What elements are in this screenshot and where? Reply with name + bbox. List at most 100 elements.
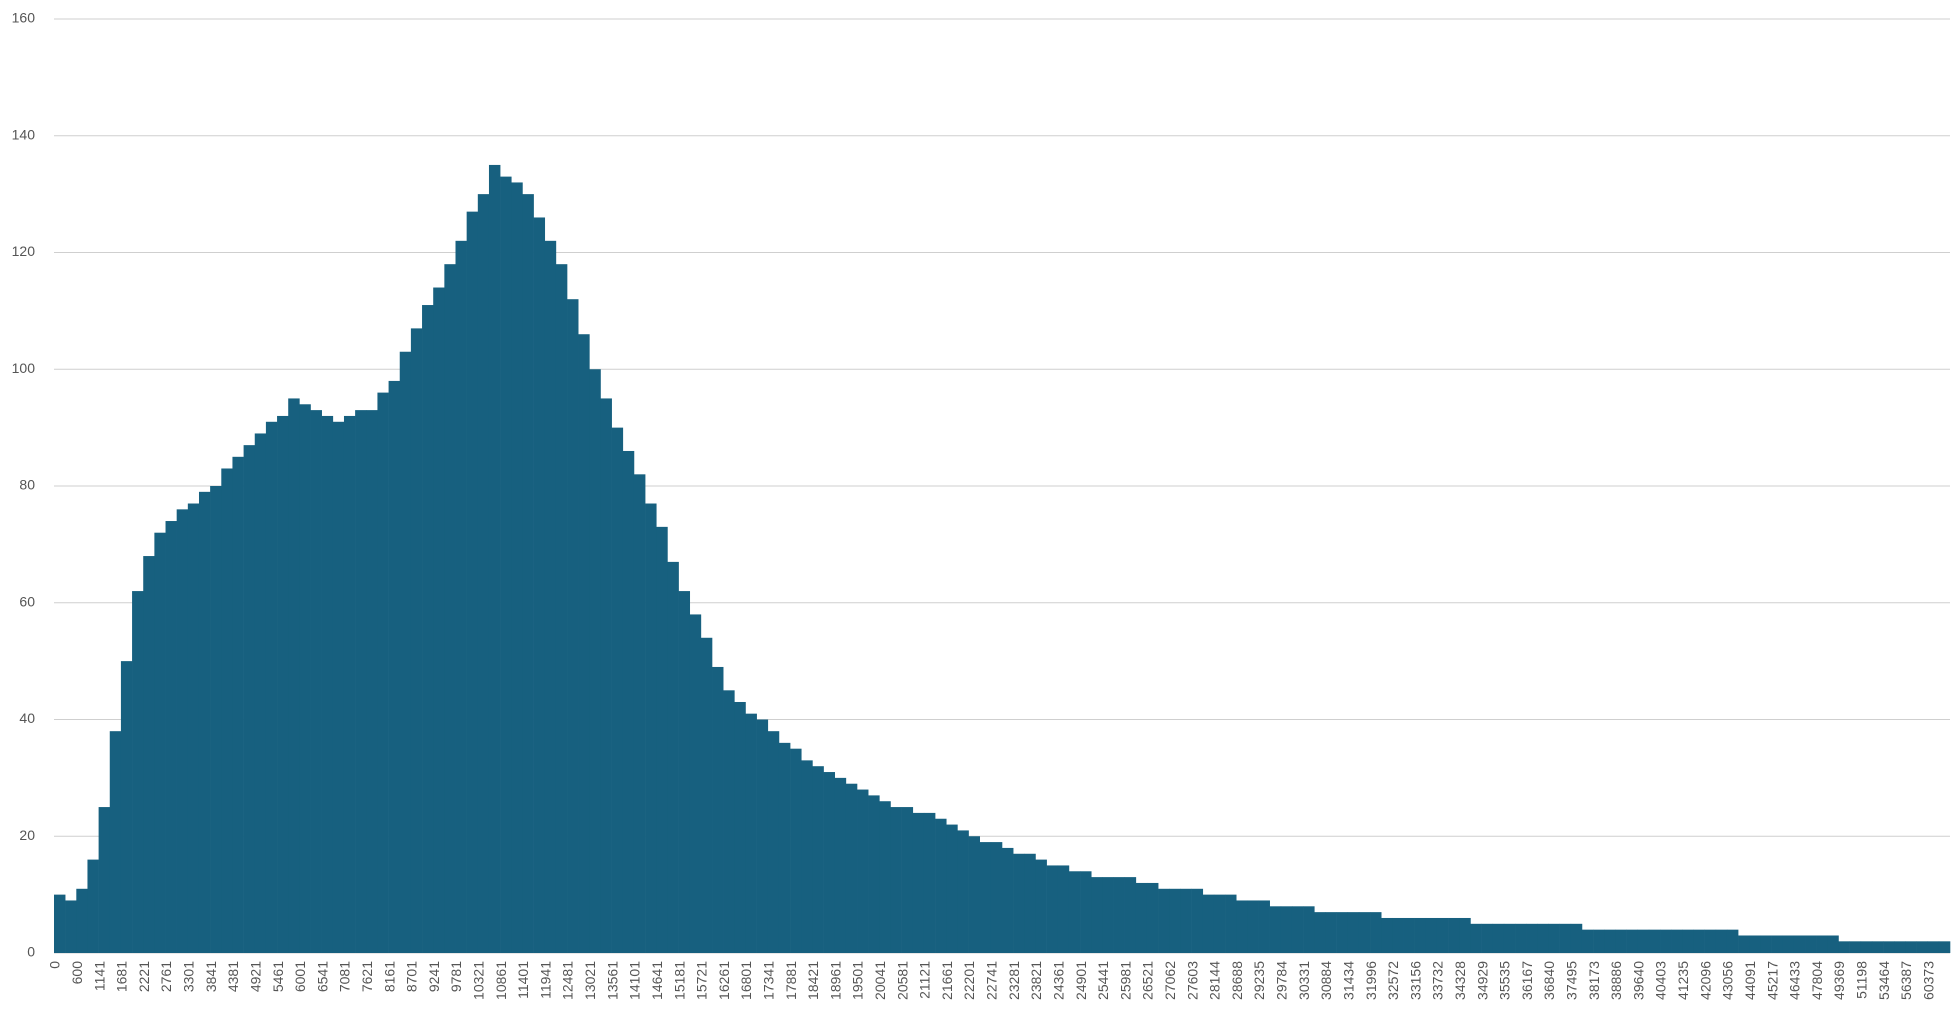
bar bbox=[1124, 877, 1137, 953]
y-tick-label: 0 bbox=[27, 944, 35, 960]
x-tick-label: 25981 bbox=[1117, 961, 1133, 1000]
x-tick-label: 41235 bbox=[1675, 961, 1691, 1000]
bar bbox=[76, 888, 88, 953]
x-tick-label: 36167 bbox=[1519, 961, 1535, 1000]
y-tick-label: 120 bbox=[12, 243, 36, 259]
bar bbox=[611, 427, 624, 953]
bar bbox=[801, 760, 813, 953]
bar bbox=[1559, 923, 1572, 953]
x-tick-label: 10321 bbox=[471, 961, 487, 1000]
bar bbox=[1057, 865, 1070, 953]
x-tick-label: 4921 bbox=[247, 961, 263, 992]
x-tick-label: 15721 bbox=[694, 961, 710, 1000]
bar bbox=[1838, 941, 1850, 953]
bar bbox=[767, 731, 780, 953]
x-tick-label: 6541 bbox=[314, 961, 330, 992]
bar bbox=[1816, 935, 1828, 953]
bar bbox=[1570, 923, 1583, 953]
bar bbox=[321, 415, 334, 953]
x-tick-label: 19501 bbox=[850, 961, 866, 1000]
bar bbox=[1370, 912, 1382, 953]
bar bbox=[1894, 941, 1906, 953]
bar bbox=[723, 690, 735, 953]
bar bbox=[288, 398, 300, 953]
bar bbox=[790, 748, 802, 953]
bar bbox=[1771, 935, 1784, 953]
bar bbox=[1091, 877, 1103, 953]
x-tick-label: 14101 bbox=[627, 961, 643, 1000]
bar bbox=[87, 859, 99, 953]
bar bbox=[1782, 935, 1795, 953]
x-tick-label: 23821 bbox=[1028, 961, 1044, 1000]
x-tick-label: 38173 bbox=[1586, 961, 1602, 1000]
bar bbox=[990, 842, 1003, 953]
x-tick-label: 31996 bbox=[1363, 961, 1379, 1000]
bar bbox=[444, 264, 456, 953]
bar bbox=[1827, 935, 1839, 953]
x-tick-label: 2221 bbox=[136, 961, 152, 992]
x-tick-label: 27603 bbox=[1184, 961, 1200, 1000]
bar bbox=[1704, 929, 1717, 953]
bar bbox=[511, 182, 523, 953]
bar bbox=[1726, 929, 1739, 953]
bar bbox=[745, 713, 757, 953]
bar bbox=[1648, 929, 1661, 953]
bar bbox=[477, 194, 490, 953]
bar bbox=[165, 521, 177, 953]
bar bbox=[1604, 929, 1616, 953]
x-tick-label: 56387 bbox=[1898, 961, 1914, 1000]
bar bbox=[1526, 923, 1538, 953]
x-tick-label: 6001 bbox=[292, 961, 308, 992]
x-tick-label: 22741 bbox=[984, 961, 1000, 1000]
bar bbox=[734, 701, 746, 953]
bar bbox=[1637, 929, 1650, 953]
x-tick-label: 8161 bbox=[381, 961, 397, 992]
bar bbox=[299, 404, 311, 953]
bar bbox=[935, 818, 947, 953]
bar bbox=[1403, 917, 1415, 953]
bar bbox=[1314, 912, 1326, 953]
bar bbox=[1280, 906, 1293, 953]
bar bbox=[1693, 929, 1705, 953]
x-tick-label: 8701 bbox=[404, 961, 420, 992]
bar bbox=[1793, 935, 1806, 953]
x-tick-label: 600 bbox=[69, 961, 85, 985]
x-tick-label: 24361 bbox=[1050, 961, 1066, 1000]
x-tick-label: 20581 bbox=[894, 961, 910, 1000]
bar bbox=[265, 421, 278, 954]
bar bbox=[1760, 935, 1772, 953]
bar bbox=[1080, 871, 1092, 953]
bar bbox=[221, 468, 233, 953]
x-tick-label: 16261 bbox=[716, 961, 732, 1000]
bar bbox=[154, 532, 166, 953]
bar bbox=[633, 474, 646, 953]
bar bbox=[857, 789, 869, 953]
x-tick-label: 3841 bbox=[203, 961, 219, 992]
bar bbox=[1436, 917, 1449, 953]
x-tick-label: 21661 bbox=[939, 961, 955, 1000]
x-tick-label: 5461 bbox=[270, 961, 286, 992]
bar bbox=[410, 328, 423, 953]
bar bbox=[957, 830, 969, 953]
bar bbox=[1503, 923, 1516, 953]
bar bbox=[1626, 929, 1639, 953]
bar bbox=[1258, 900, 1270, 953]
bar bbox=[1671, 929, 1683, 953]
x-tick-label: 33156 bbox=[1407, 961, 1423, 1000]
x-tick-label: 34328 bbox=[1452, 961, 1468, 1000]
bar bbox=[946, 824, 958, 953]
x-tick-label: 32572 bbox=[1385, 961, 1401, 1000]
bar bbox=[1860, 941, 1873, 953]
x-tick-label: 0 bbox=[47, 961, 63, 969]
x-tick-label: 11941 bbox=[537, 961, 553, 999]
bar bbox=[1247, 900, 1259, 953]
y-tick-label: 20 bbox=[19, 827, 35, 843]
bar bbox=[377, 392, 389, 954]
bar bbox=[1068, 871, 1081, 953]
bar bbox=[1381, 917, 1393, 953]
bar bbox=[388, 380, 401, 953]
bar bbox=[1425, 917, 1438, 953]
bar bbox=[1269, 906, 1282, 953]
bar bbox=[1135, 882, 1148, 953]
bar bbox=[1102, 877, 1114, 953]
